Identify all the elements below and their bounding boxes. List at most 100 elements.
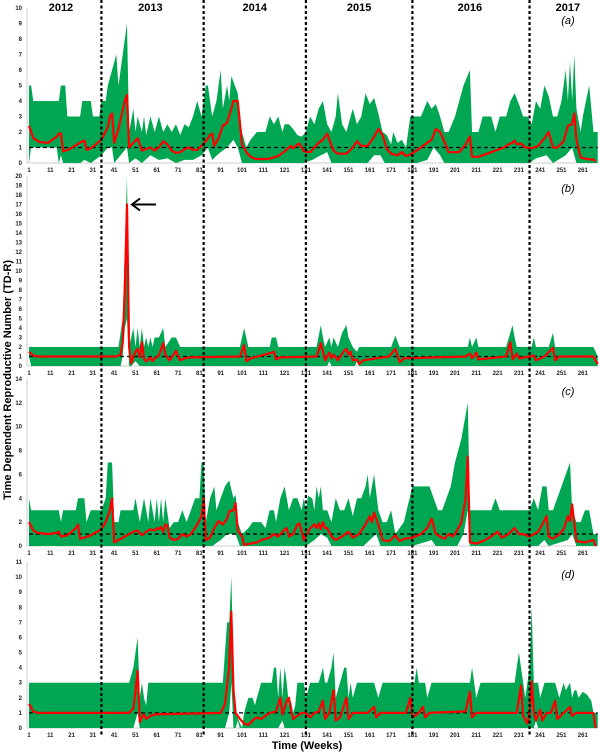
y-tick-label: 8 xyxy=(19,605,23,611)
y-tick-label: 18 xyxy=(15,193,22,199)
x-tick-label: 241 xyxy=(535,371,546,377)
x-tick-label: 251 xyxy=(556,371,567,377)
y-tick-label: 0 xyxy=(19,726,23,732)
x-tick-label: 11 xyxy=(47,733,54,739)
year-label: 2013 xyxy=(138,2,162,14)
year-dividers xyxy=(100,0,531,735)
x-tick-label: 21 xyxy=(68,551,75,557)
x-tick-label: 161 xyxy=(365,168,376,174)
y-tick-label: 14 xyxy=(15,231,22,237)
x-tick-label: 171 xyxy=(386,551,397,557)
y-tick-label: 13 xyxy=(15,241,22,247)
x-tick-label: 1 xyxy=(27,733,31,739)
y-tick-label: 14 xyxy=(15,377,22,383)
x-tick-label: 71 xyxy=(175,168,182,174)
y-tick-label: 9 xyxy=(19,279,23,285)
year-labels: 2012 2013 2014 2015 2016 2017 xyxy=(49,2,580,14)
x-tick-label: 41 xyxy=(111,168,118,174)
x-tick-label: 41 xyxy=(111,551,118,557)
x-tick-label: 221 xyxy=(493,733,504,739)
x-tick-label: 61 xyxy=(153,168,160,174)
y-tick-label: 7 xyxy=(19,53,23,59)
x-tick-label: 31 xyxy=(90,733,97,739)
y-tick-label: 6 xyxy=(19,307,23,313)
x-tick-label: 1 xyxy=(27,371,31,377)
x-tick-label: 251 xyxy=(556,733,567,739)
x-tick-label: 181 xyxy=(407,733,418,739)
y-tick-label: 4 xyxy=(19,666,23,672)
y-tick-label: 10 xyxy=(15,575,22,581)
x-tick-label: 121 xyxy=(280,168,291,174)
x-tick-label: 101 xyxy=(237,551,248,557)
x-tick-label: 151 xyxy=(343,733,354,739)
x-tick-label: 1 xyxy=(27,168,31,174)
x-tick-label: 81 xyxy=(196,551,203,557)
y-tick-label: 1 xyxy=(19,146,23,152)
x-tick-label: 241 xyxy=(535,551,546,557)
x-tick-label: 141 xyxy=(322,371,333,377)
y-tick-label: 11 xyxy=(16,260,23,266)
x-tick-label: 111 xyxy=(259,551,269,557)
x-tick-label: 121 xyxy=(280,551,291,557)
x-tick-label: 171 xyxy=(386,371,397,377)
year-label: 2014 xyxy=(243,2,268,14)
y-tick-label: 4 xyxy=(19,326,23,332)
td-r-estimate-line xyxy=(28,455,597,547)
x-tick-label: 191 xyxy=(429,551,440,557)
y-tick-label: 15 xyxy=(15,222,22,228)
panel-label: (c) xyxy=(562,386,575,398)
x-tick-label: 181 xyxy=(407,551,418,557)
x-tick-label: 111 xyxy=(259,371,269,377)
x-tick-label: 261 xyxy=(578,371,589,377)
y-tick-label: 20 xyxy=(15,174,22,180)
x-tick-label: 31 xyxy=(90,551,97,557)
x-tick-label: 261 xyxy=(578,733,589,739)
year-label: 2017 xyxy=(556,2,580,14)
x-tick-label: 211 xyxy=(471,371,481,377)
y-tick-label: 3 xyxy=(19,681,23,687)
x-tick-label: 51 xyxy=(132,733,139,739)
y-tick-label: 16 xyxy=(15,212,22,218)
td-r-estimate-line xyxy=(28,610,597,729)
confidence-band xyxy=(29,402,598,546)
x-tick-label: 141 xyxy=(322,168,333,174)
x-tick-label: 41 xyxy=(111,733,118,739)
y-tick-label: 10 xyxy=(15,269,22,275)
y-tick-label: 0 xyxy=(19,364,23,370)
x-axis-label: Time (Weeks) xyxy=(272,740,343,752)
y-tick-label: 6 xyxy=(19,472,23,478)
y-axis-label: Time Dependent Reproductive Number (TD-R… xyxy=(2,260,14,500)
x-tick-label: 221 xyxy=(493,371,504,377)
y-tick-label: 17 xyxy=(15,203,22,209)
x-tick-label: 201 xyxy=(450,551,461,557)
y-tick-label: 2 xyxy=(19,130,23,136)
x-tick-label: 101 xyxy=(237,371,248,377)
x-tick-label: 251 xyxy=(556,168,567,174)
y-tick-label: 1 xyxy=(19,355,23,361)
y-tick-label: 4 xyxy=(19,496,23,502)
panel-label: (b) xyxy=(561,183,575,195)
x-tick-label: 191 xyxy=(429,733,440,739)
y-tick-label: 0 xyxy=(19,544,23,550)
x-tick-label: 61 xyxy=(153,733,160,739)
x-tick-label: 261 xyxy=(578,551,589,557)
td-r-estimate-line xyxy=(27,93,597,163)
x-tick-label: 231 xyxy=(514,168,525,174)
x-tick-label: 21 xyxy=(68,168,75,174)
y-tick-label: 8 xyxy=(19,288,23,294)
panel-label: (d) xyxy=(561,569,575,581)
x-tick-label: 11 xyxy=(47,371,54,377)
x-tick-label: 121 xyxy=(280,733,291,739)
x-tick-label: 51 xyxy=(132,551,139,557)
x-tick-label: 51 xyxy=(132,371,139,377)
x-tick-label: 261 xyxy=(578,168,589,174)
x-tick-label: 201 xyxy=(450,168,461,174)
x-tick-label: 151 xyxy=(343,371,354,377)
y-tick-label: 10 xyxy=(15,6,22,12)
y-tick-label: 5 xyxy=(19,317,23,323)
x-tick-label: 21 xyxy=(68,371,75,377)
x-tick-label: 191 xyxy=(429,371,440,377)
